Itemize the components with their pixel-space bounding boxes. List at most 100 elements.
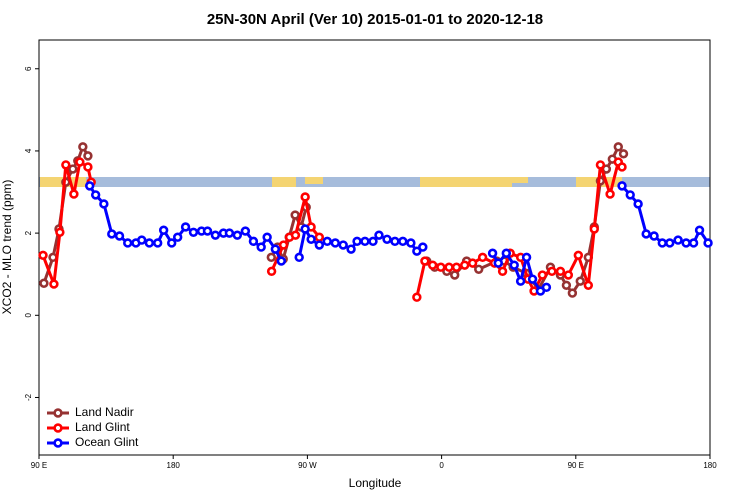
y-tick-label: 6 [24,66,33,71]
data-point [521,252,532,263]
data-point [374,230,384,240]
data-point [555,266,566,277]
data-point [84,181,95,191]
data-point [294,252,304,263]
data-point [266,266,277,277]
data-point [39,278,49,288]
data-point [256,242,266,252]
data-point [360,236,370,247]
y-axis-label: XCO2 - MLO trend (ppm) [0,180,14,315]
data-point [266,252,277,263]
data-point [537,270,548,280]
data-point [617,162,627,172]
data-point [330,238,340,248]
data-point [38,250,48,261]
x-axis-label: Longitude [349,476,402,490]
data-point [300,192,310,202]
data-point [346,244,356,254]
x-tick-label: 180 [703,461,717,470]
data-point [276,256,287,266]
data-point [418,242,428,252]
data-point [427,260,438,270]
data-point [338,240,348,250]
data-point [224,228,235,238]
data-point [306,234,316,244]
data-point [509,260,519,270]
data-point [322,236,332,247]
y-tick-label: 2 [24,230,33,235]
data-point [83,162,93,172]
data-point [290,210,300,220]
data-point [78,142,88,152]
data-point [262,232,272,242]
data-point [390,236,400,247]
data-point [420,256,430,266]
x-tick-label: 90 E [31,461,47,470]
data-point [617,181,627,191]
data-point [314,240,325,250]
data-point [589,224,599,234]
data-point [144,238,155,248]
data-point [501,248,512,258]
data-point [248,236,259,247]
data-point [633,199,643,209]
data-point [368,236,378,247]
data-point [278,240,289,250]
data-point [55,227,65,237]
data-point [477,252,488,263]
data-point [152,238,163,248]
data-point [232,230,243,240]
chart-title: 25N-30N April (Ver 10) 2015-01-01 to 202… [207,11,543,28]
x-tick-label: 0 [439,461,444,470]
data-point [69,189,79,199]
series-line [42,145,625,295]
data-point [703,238,713,248]
data-point [595,160,606,170]
data-point [541,282,552,293]
data-point [300,224,310,234]
data-point [123,238,133,248]
data-point [561,280,572,291]
x-tick-label: 90 E [568,461,584,470]
data-point [673,235,683,245]
plot-frame [38,39,711,456]
data-point [137,235,147,245]
data-point [406,238,416,248]
data-point [567,288,578,298]
data-point [202,226,213,236]
x-tick-label: 90 W [298,461,317,470]
data-point [527,274,538,284]
data-point [412,246,422,256]
y-tick-label: 4 [24,148,33,153]
data-point [270,244,281,254]
data-point [83,151,93,161]
data-point [167,238,177,248]
data-point [467,258,478,268]
legend-marker [53,438,63,448]
data-point [618,149,629,159]
x-tick-label: 180 [167,461,181,470]
data-point [665,238,675,248]
data-point [657,238,667,248]
data-point [61,160,71,170]
legend-label: Ocean Glint [75,435,139,449]
data-point [493,258,503,268]
data-point [573,250,584,261]
legend-label: Land Nadir [75,405,134,419]
data-point [412,292,422,302]
data-point [240,226,251,236]
data-point [497,266,508,277]
y-tick-label: -2 [24,393,33,401]
data-point [172,232,183,242]
data-point [451,262,462,272]
data-point [625,190,635,200]
legend-label: Land Glint [75,420,130,434]
data-point [107,229,117,239]
land-ocean-strip [39,177,710,187]
data-point [613,142,623,152]
data-point [90,190,101,200]
data-point [694,225,705,235]
data-point [649,231,659,241]
